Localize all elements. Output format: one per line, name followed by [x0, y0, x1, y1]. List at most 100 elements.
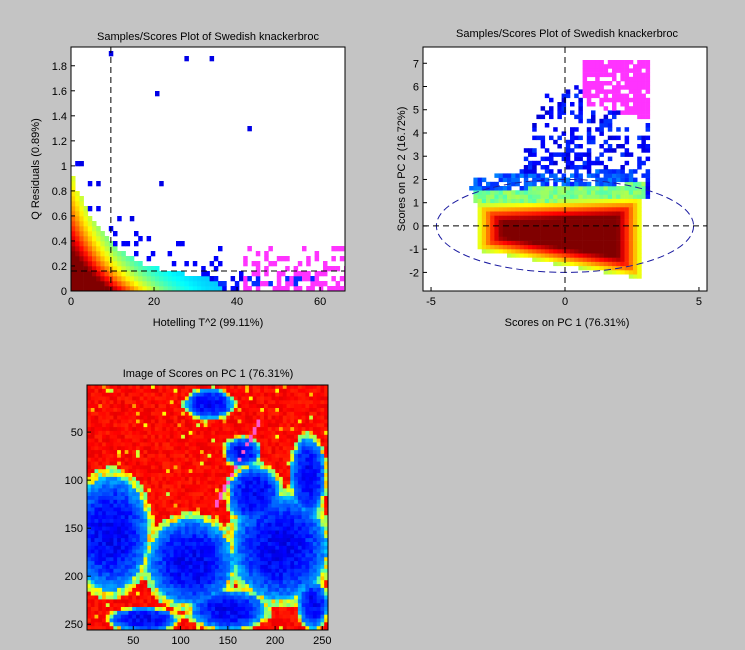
density-cell — [79, 231, 84, 237]
image-pixel — [230, 411, 235, 417]
image-pixel — [230, 388, 235, 394]
density-cell — [540, 202, 546, 208]
image-pixel — [162, 385, 167, 390]
density-cell — [113, 241, 118, 247]
image-pixel — [200, 400, 205, 405]
image-pixel — [230, 438, 235, 443]
density-cell — [243, 286, 248, 291]
density-cell — [549, 152, 554, 157]
density-cell — [620, 202, 625, 208]
image-pixel — [154, 476, 159, 482]
density-cell — [582, 186, 588, 191]
image-pixel — [87, 591, 92, 596]
image-pixel — [215, 465, 220, 470]
image-pixel — [233, 385, 239, 390]
image-pixel — [166, 423, 171, 428]
image-pixel — [94, 457, 99, 462]
density-cell — [599, 198, 604, 204]
image-pixel — [188, 561, 193, 566]
density-cell — [561, 257, 567, 262]
density-cell — [599, 207, 604, 212]
image-pixel — [245, 419, 250, 424]
density-cell — [591, 139, 596, 145]
image-pixel — [102, 450, 107, 455]
density-cell — [637, 76, 642, 82]
image-pixel — [147, 492, 152, 497]
image-pixel — [143, 430, 148, 436]
image-pixel — [87, 564, 92, 570]
image-pixel — [162, 515, 167, 520]
image-pixel — [181, 457, 186, 462]
density-cell — [574, 93, 579, 99]
density-cell — [100, 276, 105, 282]
image-pixel — [90, 538, 95, 543]
density-cell — [544, 215, 550, 220]
image-pixel — [215, 515, 220, 520]
density-cell — [528, 148, 533, 153]
image-pixel — [102, 461, 107, 466]
image-pixel — [271, 400, 276, 405]
image-pixel — [87, 396, 92, 401]
density-cell — [628, 240, 634, 246]
image-pixel — [188, 557, 193, 562]
image-pixel — [90, 442, 95, 447]
density-cell — [549, 202, 554, 208]
image-pixel — [143, 568, 148, 574]
density-cell — [502, 236, 508, 241]
density-cell — [477, 177, 483, 183]
image-pixel — [162, 423, 167, 428]
image-pixel — [147, 438, 152, 443]
density-cell — [603, 97, 609, 103]
image-pixel — [267, 476, 272, 482]
image-pixel — [162, 526, 167, 531]
density-cell — [121, 286, 126, 291]
density-cell — [125, 286, 131, 291]
image-pixel — [230, 480, 235, 485]
density-cell — [502, 232, 508, 237]
image-pixel — [203, 499, 208, 505]
image-pixel — [218, 549, 223, 554]
image-pixel — [98, 404, 103, 409]
image-pixel — [245, 519, 250, 524]
image-pixel — [279, 488, 284, 493]
image-pixel — [120, 607, 126, 612]
image-pixel — [260, 392, 265, 397]
density-cell — [117, 256, 122, 262]
image-pixel — [158, 492, 163, 497]
image-pixel — [139, 385, 144, 390]
image-pixel — [222, 626, 227, 630]
image-pixel — [200, 469, 205, 474]
density-cell — [523, 165, 529, 170]
image-pixel — [237, 564, 242, 570]
image-pixel — [203, 576, 208, 581]
density-cell — [532, 228, 537, 233]
density-cell — [645, 181, 651, 187]
image-pixel — [245, 476, 250, 482]
image-pixel — [218, 595, 223, 600]
density-cell — [612, 253, 617, 258]
image-pixel — [211, 576, 216, 581]
image-pixel — [271, 423, 276, 428]
image-pixel — [117, 488, 122, 493]
image-pixel — [256, 572, 261, 577]
image-pixel — [158, 415, 163, 420]
density-cell — [612, 72, 617, 78]
image-pixel — [230, 461, 235, 466]
image-pixel — [147, 480, 152, 485]
image-pixel — [105, 392, 110, 397]
density-cell — [540, 211, 546, 216]
image-pixel — [109, 591, 114, 596]
image-pixel — [271, 553, 276, 558]
image-pixel — [162, 599, 167, 604]
image-pixel — [124, 610, 129, 616]
density-cell — [561, 152, 567, 157]
image-pixel — [105, 595, 110, 600]
image-pixel — [169, 492, 174, 497]
density-cell — [599, 97, 604, 103]
density-cell — [624, 177, 630, 183]
image-pixel — [94, 580, 99, 585]
image-pixel — [200, 423, 205, 428]
image-pixel — [215, 584, 220, 589]
density-cell — [570, 202, 575, 208]
image-pixel — [105, 622, 110, 627]
